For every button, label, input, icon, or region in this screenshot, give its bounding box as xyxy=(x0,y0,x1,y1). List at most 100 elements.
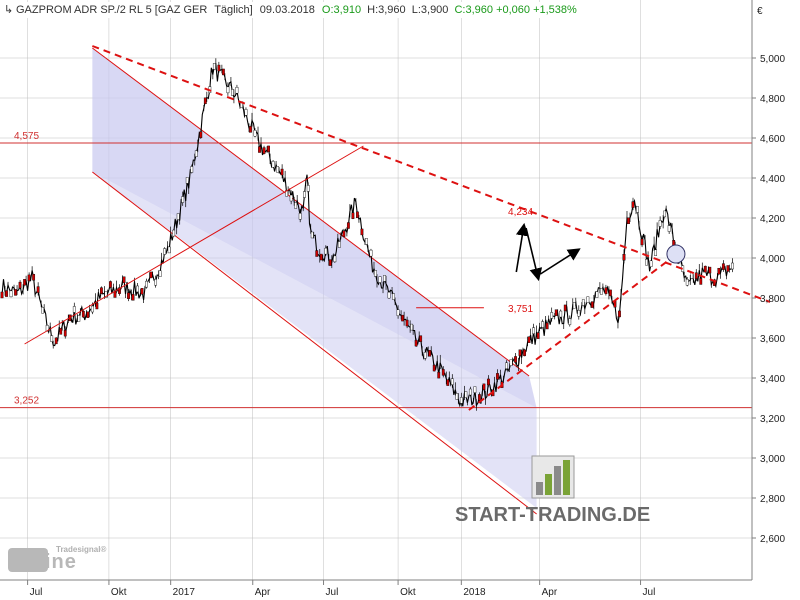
price-candle xyxy=(645,259,648,266)
online-logo-badge xyxy=(8,548,48,572)
price-candle xyxy=(523,349,526,357)
price-candle xyxy=(509,359,513,366)
price-candle xyxy=(221,68,225,76)
y-tick-label: 3,200 xyxy=(760,414,785,425)
start-trading-brand: START-TRADING.DE xyxy=(455,504,650,526)
price-candle xyxy=(356,211,359,219)
price-candle xyxy=(396,309,400,316)
start-trading-logo-icon xyxy=(531,455,575,499)
y-axis-ticks: 5,000 4,800 4,600 4,400 4,200 4,000 3,800 3,600… xyxy=(752,54,785,545)
price-candle xyxy=(190,166,194,173)
price-candle xyxy=(374,270,377,277)
price-candle xyxy=(450,378,454,385)
annotation-label-high: 4,234 xyxy=(508,207,533,218)
x-axis-ticks: Jul Okt 2017 Apr Jul Okt 2018 Apr Jul xyxy=(27,580,656,598)
price-candle xyxy=(455,393,459,400)
price-candle xyxy=(401,314,404,322)
y-tick-label: 5,000 xyxy=(760,54,785,65)
price-candle xyxy=(731,262,734,270)
price-candle xyxy=(77,315,81,322)
price-candle xyxy=(383,275,386,282)
price-candle xyxy=(145,280,148,288)
price-candle xyxy=(586,296,590,303)
price-candle xyxy=(226,86,230,94)
price-candle xyxy=(158,270,162,277)
price-candle xyxy=(423,352,427,359)
price-candle xyxy=(414,339,418,347)
annotation-label-low: 3,751 xyxy=(508,304,533,315)
price-candle xyxy=(685,279,689,286)
price-candle xyxy=(649,260,653,267)
price-candle xyxy=(104,291,108,298)
start-trading-watermark: START-TRADING.DE xyxy=(455,455,650,526)
price-candle xyxy=(694,272,698,279)
x-tick-label: Jul xyxy=(326,587,339,598)
price-candle xyxy=(405,319,409,327)
price-candle xyxy=(59,328,63,335)
price-candle xyxy=(604,287,608,294)
price-candle xyxy=(654,249,658,256)
price-candle xyxy=(285,189,289,197)
price-candle xyxy=(131,294,135,301)
x-tick-label: Jul xyxy=(643,587,656,598)
price-candle xyxy=(568,318,572,325)
price-candle xyxy=(118,287,121,294)
price-candle xyxy=(419,335,423,342)
header-open: O:3,910 xyxy=(322,4,361,16)
header-high: H:3,960 xyxy=(367,4,406,16)
price-candle xyxy=(636,206,639,213)
price-candle xyxy=(536,332,540,339)
y-tick-label: 3,600 xyxy=(760,334,785,345)
price-candle xyxy=(306,185,310,192)
price-candle xyxy=(473,386,477,393)
price-candle xyxy=(95,302,99,310)
price-candle xyxy=(127,292,130,299)
price-candle xyxy=(464,391,468,398)
price-candle xyxy=(392,293,395,300)
price-candle xyxy=(289,194,293,202)
channel-fill-lower xyxy=(92,172,537,508)
price-candle xyxy=(315,250,319,257)
price-candle xyxy=(518,349,522,356)
price-candle xyxy=(550,312,554,319)
y-tick-label: 3,800 xyxy=(760,294,785,305)
price-candle xyxy=(658,220,662,227)
price-candle xyxy=(563,304,567,312)
upper-channel-line xyxy=(92,47,530,377)
header-backdrop xyxy=(2,2,602,18)
price-candle xyxy=(505,362,508,370)
x-tick-label: 2017 xyxy=(173,587,196,598)
price-candle xyxy=(136,285,139,293)
y-tick-label: 3,400 xyxy=(760,374,785,385)
price-candle xyxy=(0,291,4,299)
price-candle xyxy=(663,210,667,218)
price-candle xyxy=(595,291,599,298)
price-candle xyxy=(446,379,450,386)
y-tick-label: 4,800 xyxy=(760,94,785,105)
header-change: C:3,960 +0,060 +1,538% xyxy=(454,4,577,16)
price-candle xyxy=(721,263,725,270)
price-candle xyxy=(328,259,332,266)
price-candle xyxy=(199,131,203,138)
level-label: 3,252 xyxy=(14,396,39,407)
price-candle xyxy=(280,168,284,176)
price-candle xyxy=(163,248,167,255)
thin-trend-line xyxy=(24,145,364,345)
price-candle xyxy=(581,299,585,306)
header-low: L:3,900 xyxy=(412,4,449,16)
header-symbol: GAZPROM ADR SP./2 RL 5 [GAZ GER xyxy=(16,4,207,16)
price-candle xyxy=(63,329,67,337)
price-candle xyxy=(99,287,103,294)
header-period: Täglich] xyxy=(214,4,253,16)
price-candle xyxy=(294,202,298,209)
price-candle xyxy=(154,279,158,286)
price-candle xyxy=(319,253,323,261)
price-candle xyxy=(618,310,621,318)
price-candle xyxy=(437,371,441,379)
price-candle xyxy=(365,238,368,245)
price-candle xyxy=(185,177,189,184)
price-candle xyxy=(541,321,545,328)
price-candle xyxy=(149,271,153,279)
price-candle xyxy=(267,145,270,153)
